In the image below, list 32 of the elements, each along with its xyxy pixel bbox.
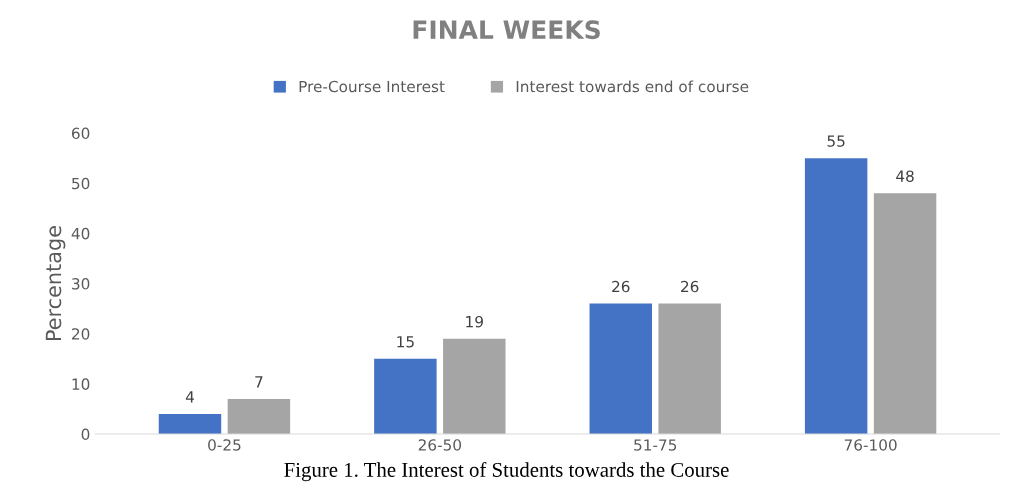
data-label: 19 [466,315,483,328]
bar [443,338,506,435]
bar [873,193,937,435]
bar [227,398,291,435]
x-tick-label: 51-75 [634,439,677,451]
data-label: 26 [612,280,630,293]
data-label: 15 [397,336,414,348]
x-tick-label: 0-25 [208,439,241,451]
bar [374,358,437,435]
bar [158,413,222,435]
bar [658,303,721,435]
y-tick-label: 10 [72,378,90,390]
data-label: 7 [255,376,263,388]
bar [589,303,652,435]
caption: Figure 1. The Interest of Students towards the Course [284,462,729,482]
y-tick-label: 20 [72,328,90,340]
data-label: 26 [681,280,699,293]
y-tick-label: 30 [72,278,90,290]
y-tick-label: 0 [81,428,90,441]
chart-title: FINAL WEEKS [413,20,600,40]
legend-label: Interest towards end of course [516,80,749,93]
data-label: 55 [827,135,845,147]
y-tick-label: 50 [72,177,90,190]
legend-label: Pre-Course Interest [299,80,445,93]
y-tick-label: 40 [71,227,90,240]
y-tick-label: 60 [71,127,90,140]
y-axis-title: Percentage [45,226,66,341]
data-label: 4 [185,391,194,403]
bar [804,158,868,435]
data-label: 48 [896,170,914,182]
x-tick-label: 26-50 [418,439,462,451]
x-tick-label: 76-100 [844,439,897,451]
